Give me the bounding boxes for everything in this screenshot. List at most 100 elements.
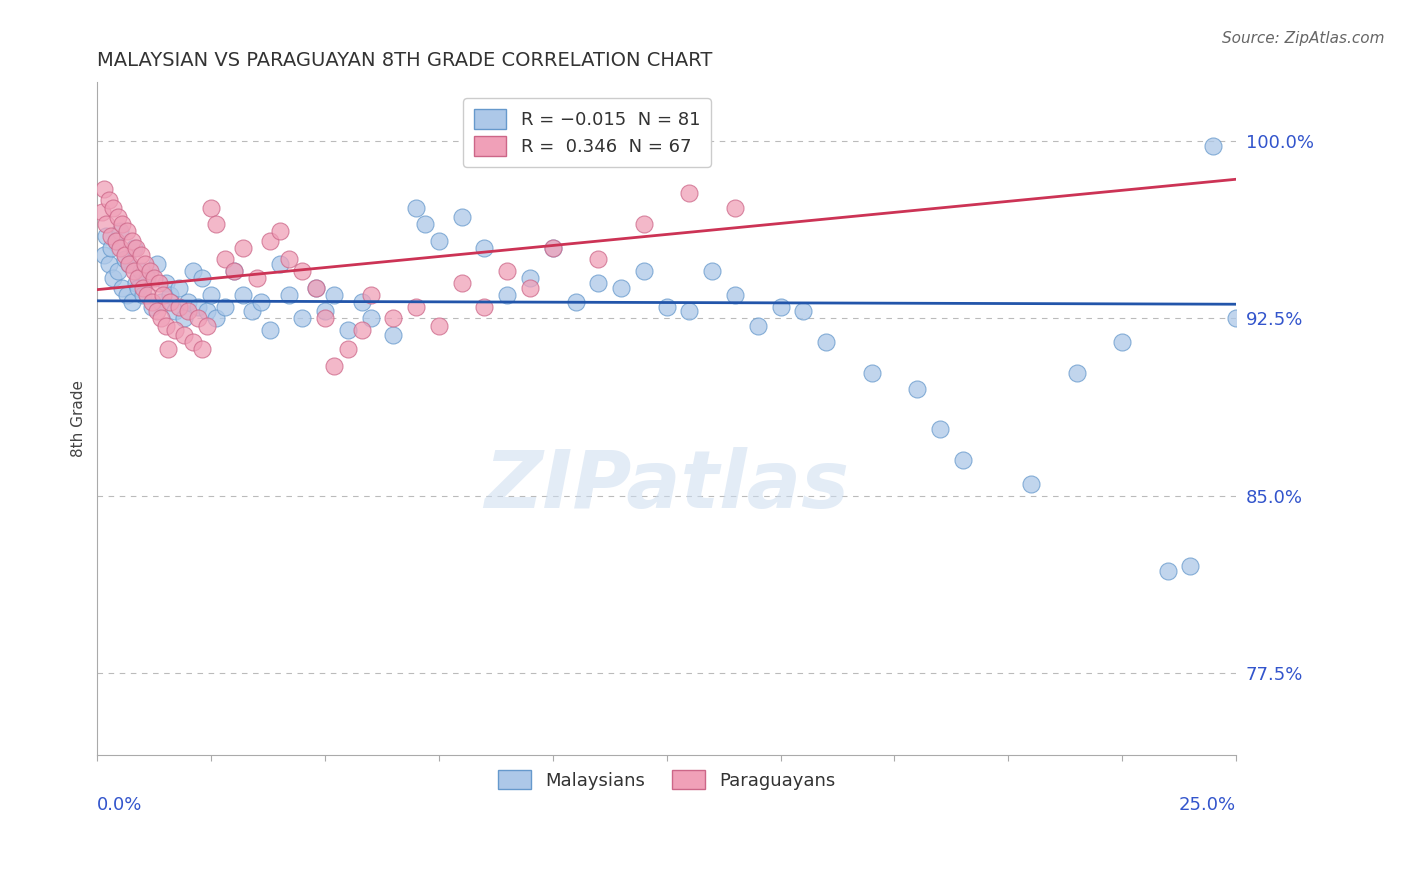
Point: [350, 295, 373, 310]
Point: [150, 311, 173, 326]
Point: [159, 295, 181, 310]
Point: [107, 264, 129, 278]
Point: [136, 271, 159, 285]
Point: [952, 453, 974, 467]
Point: [152, 288, 174, 302]
Point: [181, 335, 204, 350]
Point: [305, 281, 328, 295]
Point: [277, 288, 299, 302]
Point: [129, 264, 152, 278]
Point: [169, 281, 191, 295]
Point: [747, 318, 769, 333]
Point: [129, 248, 152, 262]
Point: [323, 359, 346, 373]
Text: 25.0%: 25.0%: [1178, 796, 1236, 814]
Point: [610, 281, 633, 295]
Point: [134, 257, 156, 271]
Point: [291, 311, 314, 326]
Point: [114, 252, 136, 267]
Point: [103, 271, 125, 285]
Point: [541, 241, 564, 255]
Point: [1180, 559, 1202, 574]
Point: [222, 264, 245, 278]
Point: [450, 276, 472, 290]
Point: [100, 228, 122, 243]
Point: [405, 201, 427, 215]
Point: [143, 271, 166, 285]
Point: [360, 288, 382, 302]
Point: [1156, 564, 1178, 578]
Point: [860, 366, 883, 380]
Point: [163, 323, 186, 337]
Point: [111, 281, 134, 295]
Point: [127, 271, 149, 285]
Point: [122, 241, 145, 255]
Point: [138, 264, 160, 278]
Point: [141, 300, 163, 314]
Point: [121, 295, 143, 310]
Point: [474, 241, 496, 255]
Point: [259, 323, 281, 337]
Point: [314, 304, 336, 318]
Point: [200, 288, 222, 302]
Point: [118, 257, 141, 271]
Point: [111, 217, 134, 231]
Point: [427, 234, 450, 248]
Point: [588, 276, 610, 290]
Y-axis label: 8th Grade: 8th Grade: [72, 380, 86, 458]
Point: [291, 264, 314, 278]
Point: [115, 224, 138, 238]
Point: [724, 201, 747, 215]
Point: [93, 181, 115, 195]
Point: [655, 300, 678, 314]
Point: [90, 205, 112, 219]
Point: [177, 295, 200, 310]
Point: [169, 300, 191, 314]
Point: [678, 304, 700, 318]
Point: [96, 228, 118, 243]
Point: [97, 194, 120, 208]
Point: [259, 234, 281, 248]
Legend: Malaysians, Paraguayans: Malaysians, Paraguayans: [491, 763, 842, 797]
Point: [541, 241, 564, 255]
Point: [1066, 366, 1088, 380]
Point: [118, 257, 141, 271]
Point: [214, 252, 236, 267]
Point: [104, 234, 127, 248]
Point: [314, 311, 336, 326]
Point: [405, 300, 427, 314]
Point: [103, 201, 125, 215]
Point: [382, 311, 405, 326]
Point: [1111, 335, 1133, 350]
Point: [232, 241, 254, 255]
Point: [93, 248, 115, 262]
Point: [413, 217, 436, 231]
Point: [350, 323, 373, 337]
Point: [195, 318, 218, 333]
Point: [564, 295, 586, 310]
Point: [519, 281, 541, 295]
Point: [125, 241, 148, 255]
Point: [427, 318, 450, 333]
Point: [181, 264, 204, 278]
Point: [222, 264, 245, 278]
Point: [496, 288, 519, 302]
Point: [96, 217, 118, 231]
Point: [173, 328, 195, 343]
Point: [97, 257, 120, 271]
Text: 0.0%: 0.0%: [97, 796, 143, 814]
Point: [148, 276, 170, 290]
Point: [633, 217, 655, 231]
Point: [250, 295, 273, 310]
Point: [159, 288, 181, 302]
Point: [141, 295, 163, 310]
Point: [769, 300, 792, 314]
Point: [187, 300, 209, 314]
Point: [323, 288, 346, 302]
Point: [191, 271, 214, 285]
Point: [336, 323, 359, 337]
Point: [108, 224, 131, 238]
Point: [1225, 311, 1247, 326]
Text: MALAYSIAN VS PARAGUAYAN 8TH GRADE CORRELATION CHART: MALAYSIAN VS PARAGUAYAN 8TH GRADE CORREL…: [97, 51, 713, 70]
Point: [177, 304, 200, 318]
